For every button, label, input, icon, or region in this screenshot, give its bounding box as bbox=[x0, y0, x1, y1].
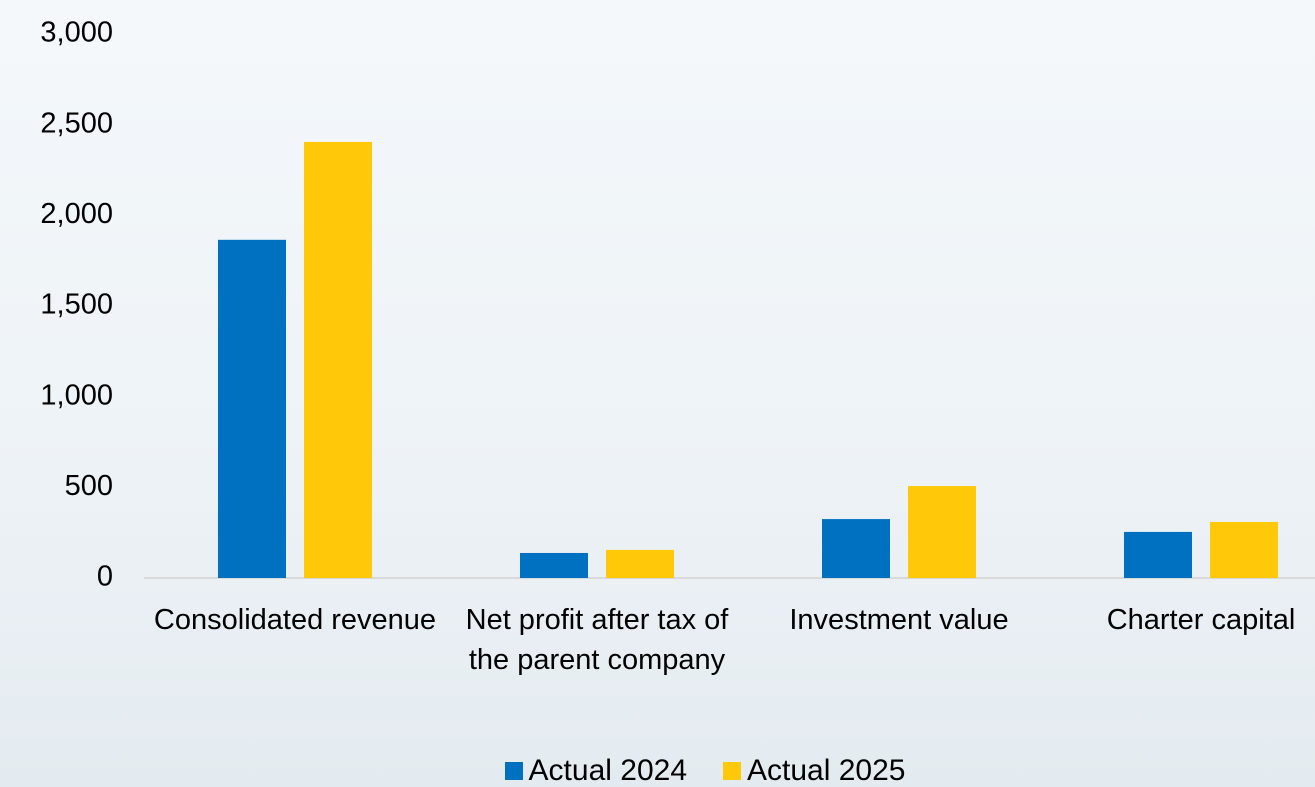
bar bbox=[908, 486, 976, 578]
x-tick-label: Consolidated revenue bbox=[153, 604, 437, 636]
bar bbox=[1210, 521, 1278, 578]
bar bbox=[822, 519, 890, 578]
y-tick-label: 2,500 bbox=[40, 107, 113, 139]
y-tick-label: 500 bbox=[65, 470, 113, 502]
bar bbox=[304, 141, 372, 579]
legend-label: Actual 2025 bbox=[747, 754, 906, 787]
legend-swatch bbox=[723, 762, 741, 780]
y-tick-label: 0 bbox=[97, 561, 113, 593]
legend-swatch bbox=[504, 762, 523, 780]
bar bbox=[520, 552, 588, 578]
bar bbox=[218, 239, 286, 578]
y-tick-label: 1,000 bbox=[40, 379, 113, 411]
x-tick-label: Investment value bbox=[789, 604, 1009, 636]
x-tick-label: Charter capital bbox=[1106, 604, 1296, 636]
legend: Actual 2024 Actual 2025 bbox=[0, 754, 1315, 787]
legend-label: Actual 2024 bbox=[528, 754, 687, 787]
x-tick-label: Net profit after tax of the parent compa… bbox=[465, 604, 729, 676]
legend-item: Actual 2025 bbox=[723, 754, 905, 787]
bar bbox=[606, 549, 674, 578]
legend-item: Actual 2024 bbox=[504, 754, 687, 787]
bar bbox=[1124, 531, 1192, 578]
y-tick-label: 3,000 bbox=[40, 17, 113, 49]
y-tick-label: 1,500 bbox=[40, 289, 113, 321]
y-tick-label: 2,000 bbox=[40, 198, 113, 230]
